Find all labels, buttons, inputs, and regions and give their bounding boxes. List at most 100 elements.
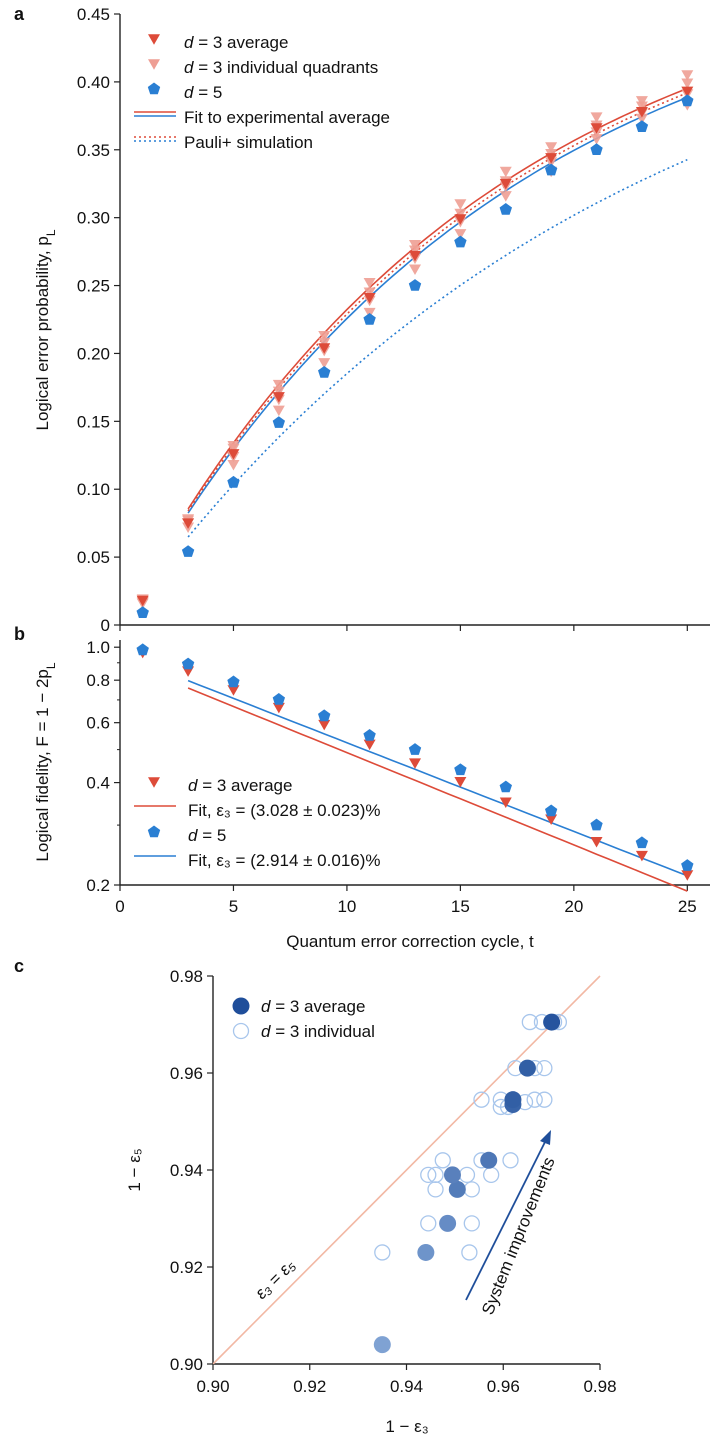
panel-c-legend-item: d = 3 individual xyxy=(261,1022,375,1041)
fidelity-d5-marker xyxy=(318,709,331,722)
quadrant-marker xyxy=(681,78,694,89)
quadrant-marker xyxy=(499,166,512,178)
individual-circle xyxy=(374,1244,391,1261)
d3-average-marker xyxy=(136,595,149,607)
fidelity-d3-marker xyxy=(681,870,694,881)
fidelity-d5-marker xyxy=(681,859,694,871)
d5-marker xyxy=(454,235,467,248)
d3-average-marker xyxy=(545,153,558,164)
individual-circle xyxy=(463,1181,480,1198)
panel-a-y-label: Logical error probability, pL xyxy=(33,229,58,430)
fidelity-fit-line xyxy=(187,679,688,877)
d5-marker xyxy=(408,279,422,291)
fidelity-d5-marker xyxy=(454,763,467,776)
quadrant-marker xyxy=(363,287,376,299)
average-circle xyxy=(373,1336,391,1354)
panel-a-legend-item-text: Fit to experimental average xyxy=(184,108,390,127)
individual-circle xyxy=(483,1166,500,1183)
d3-average-marker xyxy=(272,392,285,403)
d5-marker xyxy=(499,203,512,215)
panel-a-legend-item: Fit to experimental average xyxy=(184,108,390,127)
panel-b-legend-item-text: Fit, ε₃ = (3.028 ± 0.023)% xyxy=(188,801,381,820)
panel-b-legend-item-text: = 5 xyxy=(197,826,226,845)
panel-a-legend-item-text: Pauli+ simulation xyxy=(184,133,313,152)
individual-circle xyxy=(461,1244,478,1261)
fidelity-d5-marker xyxy=(136,643,149,656)
simulation-curve xyxy=(187,92,688,512)
individual-circle xyxy=(536,1091,553,1108)
diagonal-line xyxy=(212,975,601,1365)
average-circle xyxy=(480,1151,498,1169)
improvement-arrowhead xyxy=(540,1130,551,1145)
d5-marker xyxy=(227,475,240,488)
fidelity-d3-marker xyxy=(409,758,421,769)
average-circle xyxy=(443,1166,461,1184)
panel-c-x-tick-label: 0.92 xyxy=(293,1377,326,1396)
fidelity-d3-marker xyxy=(363,739,376,751)
quadrant-marker xyxy=(635,96,648,107)
quadrant-marker xyxy=(635,101,648,113)
panel-a-legend-item-var: d xyxy=(184,33,194,52)
individual-circle xyxy=(463,1215,480,1232)
individual-circle xyxy=(521,1013,539,1031)
panel-a-legend-item: Pauli+ simulation xyxy=(184,133,313,152)
quadrant-marker xyxy=(272,379,285,391)
panel-label-b: b xyxy=(14,624,25,644)
fidelity-d3-marker xyxy=(590,836,603,848)
panel-a-y-tick-label: 0.20 xyxy=(77,344,110,363)
panel-a-y-tick-label: 0.40 xyxy=(77,73,110,92)
panel-a-y-tick-label: 0.15 xyxy=(77,412,110,431)
fit-curve xyxy=(187,87,688,510)
average-circle xyxy=(543,1013,561,1031)
quadrant-marker xyxy=(635,113,648,125)
average-circle xyxy=(417,1243,435,1261)
panel-label-c: c xyxy=(14,956,24,976)
panel-a-legend-item-var: d xyxy=(184,58,194,77)
d3-average-marker xyxy=(681,86,694,98)
panel-c-x-tick-label: 0.98 xyxy=(583,1377,616,1396)
fidelity-d3-marker xyxy=(454,777,467,788)
panel-b-y-label: Logical fidelity, F = 1 − 2pL xyxy=(33,662,58,861)
panel-c-y-tick-label: 0.94 xyxy=(170,1161,203,1180)
fidelity-d3-marker xyxy=(499,797,512,809)
legend-marker-quadrants xyxy=(148,59,160,70)
panel-c-x-tick-label: 0.96 xyxy=(487,1377,520,1396)
d5-marker xyxy=(545,163,558,176)
panel-b-y-tick-label: 0.6 xyxy=(86,714,110,733)
panel-a-legend-item: d = 3 individual quadrants xyxy=(184,58,378,77)
panel-b-y-tick-label: 1.0 xyxy=(86,638,110,657)
improvement-arrow xyxy=(465,1137,548,1301)
quadrant-marker xyxy=(409,245,421,256)
panel-c-x-label: 1 − ε₃ xyxy=(385,1417,428,1436)
panel-b-legend-item: Fit, ε₃ = (2.914 ± 0.016)% xyxy=(188,851,381,870)
panel-a-legend-item-text: = 3 individual quadrants xyxy=(193,58,378,77)
d5-marker xyxy=(681,94,694,107)
quadrant-marker xyxy=(590,112,603,123)
d5-marker xyxy=(136,606,149,618)
arrow-label: System improvements xyxy=(478,1154,559,1317)
quadrant-marker xyxy=(409,264,421,275)
quadrant-marker xyxy=(545,142,558,153)
d5-marker xyxy=(272,416,285,428)
quadrant-marker xyxy=(454,199,467,210)
individual-circle xyxy=(420,1166,437,1183)
d5-marker xyxy=(635,120,649,132)
individual-circle xyxy=(427,1181,444,1198)
quadrant-marker xyxy=(363,278,376,289)
individual-circle xyxy=(526,1091,543,1108)
panel-a-legend-item: d = 3 average xyxy=(184,33,288,52)
quadrant-marker xyxy=(272,386,285,398)
fidelity-d5-marker xyxy=(363,729,376,741)
fidelity-d5-marker xyxy=(272,693,285,705)
panel-a-y-tick-label: 0 xyxy=(101,616,110,635)
d3-average-marker xyxy=(409,250,421,262)
d3-average-marker xyxy=(635,106,648,118)
fidelity-fit-line xyxy=(187,687,688,892)
legend-marker-average xyxy=(232,997,250,1015)
fidelity-d5-marker xyxy=(227,675,240,688)
panel-label-a: a xyxy=(14,4,25,24)
panel-b-y-tick-label: 0.4 xyxy=(86,774,110,793)
quadrant-marker xyxy=(318,358,331,369)
d5-marker xyxy=(181,545,195,557)
